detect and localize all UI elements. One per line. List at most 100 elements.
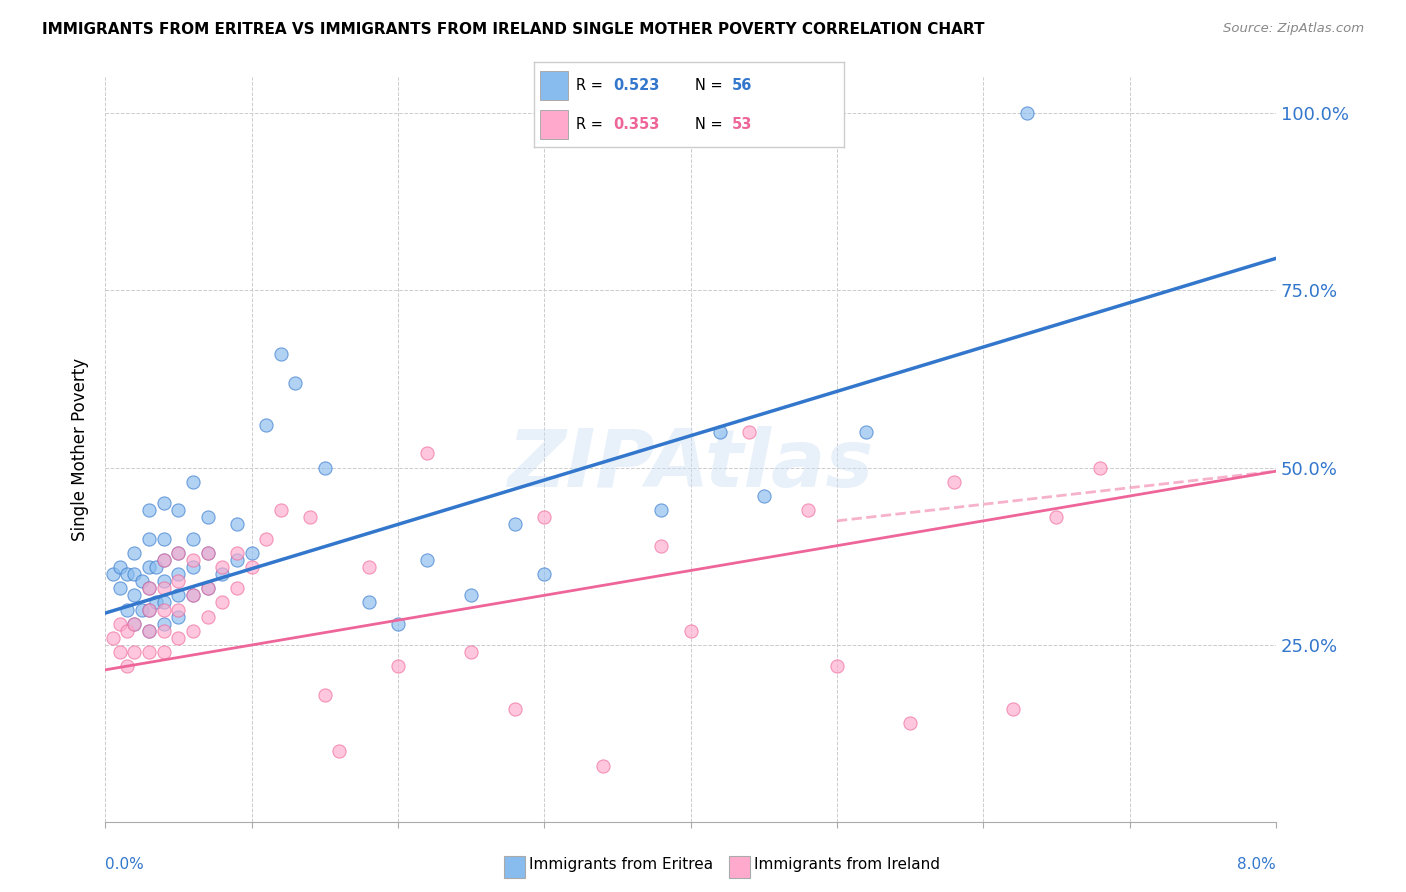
Text: Source: ZipAtlas.com: Source: ZipAtlas.com <box>1223 22 1364 36</box>
Point <box>226 517 249 532</box>
Point <box>270 503 292 517</box>
Point <box>240 546 263 560</box>
Point <box>167 546 190 560</box>
Point <box>387 616 409 631</box>
Point <box>167 574 190 589</box>
Point <box>650 539 672 553</box>
Point <box>181 553 204 567</box>
Point <box>167 602 190 616</box>
Point <box>152 553 174 567</box>
Point <box>752 489 775 503</box>
Point <box>416 446 439 460</box>
Point <box>115 624 138 638</box>
Point <box>131 574 153 589</box>
Point <box>197 546 219 560</box>
Point <box>138 624 160 638</box>
Point <box>138 532 160 546</box>
Point <box>138 602 160 616</box>
Point <box>115 602 138 616</box>
Point <box>181 475 204 489</box>
Point <box>181 532 204 546</box>
Point <box>152 532 174 546</box>
Point <box>101 567 124 582</box>
FancyBboxPatch shape <box>540 110 568 139</box>
Point <box>211 567 233 582</box>
Point <box>124 588 146 602</box>
Point <box>152 595 174 609</box>
Point <box>167 631 190 645</box>
Text: R =: R = <box>576 117 607 132</box>
Point <box>898 716 921 731</box>
Point <box>138 602 160 616</box>
FancyBboxPatch shape <box>540 71 568 100</box>
Point <box>167 609 190 624</box>
Point <box>108 645 131 659</box>
Point <box>650 503 672 517</box>
Point <box>138 503 160 517</box>
Point <box>124 616 146 631</box>
Point <box>254 532 277 546</box>
Point <box>533 567 555 582</box>
Point <box>503 517 526 532</box>
Point <box>328 744 350 758</box>
Point <box>152 616 174 631</box>
Point <box>115 567 138 582</box>
Point <box>108 616 131 631</box>
Text: 53: 53 <box>733 117 752 132</box>
Point <box>124 616 146 631</box>
Point <box>855 425 877 440</box>
Point <box>138 645 160 659</box>
Point <box>167 546 190 560</box>
Point <box>240 560 263 574</box>
Point <box>124 546 146 560</box>
Point <box>108 560 131 574</box>
Point <box>533 510 555 524</box>
Point <box>197 546 219 560</box>
Point <box>152 645 174 659</box>
Point <box>796 503 818 517</box>
Point <box>226 546 249 560</box>
Point <box>943 475 966 489</box>
Point <box>1017 106 1039 120</box>
Point <box>357 595 380 609</box>
Point <box>211 595 233 609</box>
Point <box>825 659 848 673</box>
Text: Immigrants from Eritrea: Immigrants from Eritrea <box>529 857 713 872</box>
Point <box>299 510 322 524</box>
Point <box>181 624 204 638</box>
Text: 0.353: 0.353 <box>613 117 659 132</box>
Point <box>167 567 190 582</box>
Point <box>226 581 249 595</box>
Point <box>124 567 146 582</box>
Point <box>226 553 249 567</box>
Text: ZIPAtlas: ZIPAtlas <box>508 425 873 504</box>
Y-axis label: Single Mother Poverty: Single Mother Poverty <box>72 359 89 541</box>
Point <box>197 581 219 595</box>
Point <box>592 758 614 772</box>
Point <box>115 659 138 673</box>
Point <box>101 631 124 645</box>
Point <box>152 624 174 638</box>
Point <box>1090 460 1112 475</box>
Text: 0.523: 0.523 <box>613 78 659 93</box>
Point <box>181 560 204 574</box>
Text: 0.0%: 0.0% <box>105 857 143 872</box>
Point <box>138 624 160 638</box>
Point <box>460 588 482 602</box>
Text: R =: R = <box>576 78 607 93</box>
Point <box>211 560 233 574</box>
Point <box>138 581 160 595</box>
Point <box>152 496 174 510</box>
Point <box>270 347 292 361</box>
Point <box>709 425 731 440</box>
Text: Immigrants from Ireland: Immigrants from Ireland <box>754 857 939 872</box>
Point <box>197 510 219 524</box>
Point <box>460 645 482 659</box>
Text: 8.0%: 8.0% <box>1237 857 1277 872</box>
Point <box>167 503 190 517</box>
Point <box>124 645 146 659</box>
Point <box>131 602 153 616</box>
Point <box>197 609 219 624</box>
Point <box>197 581 219 595</box>
Point <box>152 581 174 595</box>
